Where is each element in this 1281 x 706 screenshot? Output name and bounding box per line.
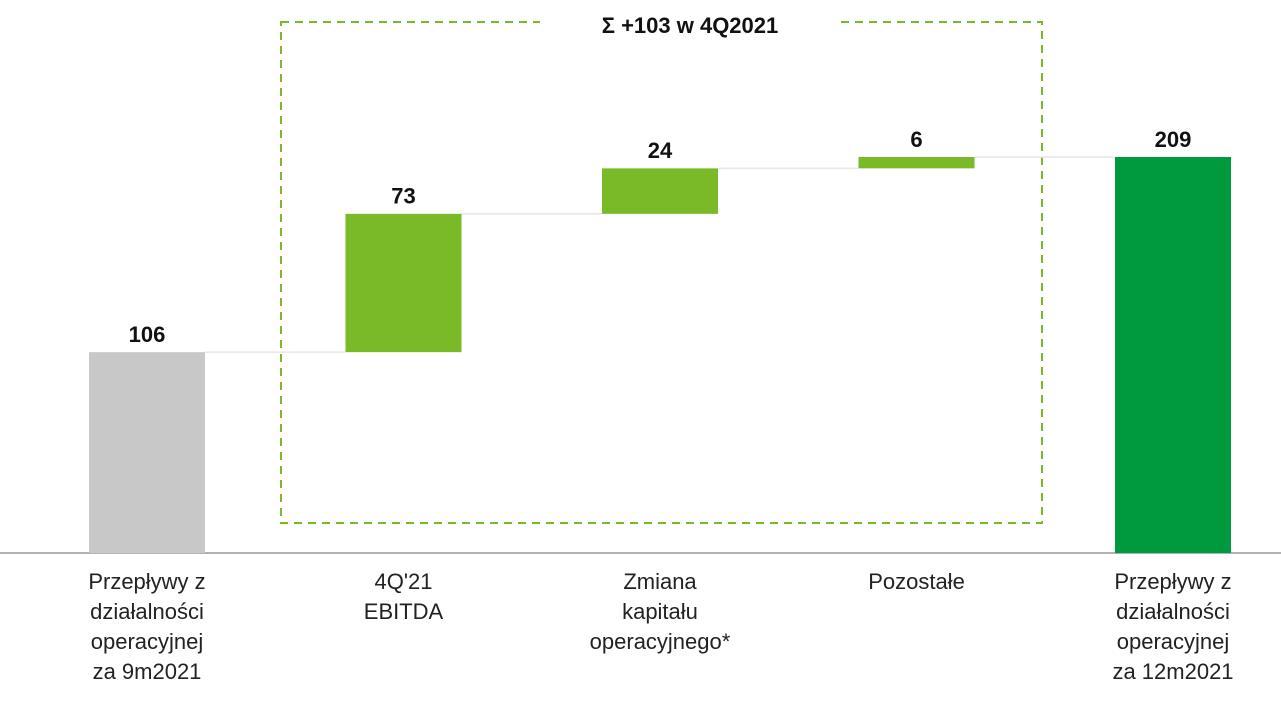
annotation: Σ +103 w 4Q2021 [602,13,779,38]
category-label: Zmiana kapitału operacyjnego* [589,569,731,654]
bar [602,168,718,214]
bar [858,157,975,169]
value-label: 24 [648,138,673,163]
category-label: 4Q'21 EBITDA [363,569,444,624]
value-label: 6 [910,127,922,152]
bar [1115,157,1231,553]
bar [345,213,462,353]
category-label: Pozostałe [868,569,965,594]
category-label: Przepływy z działalności operacyjnej za … [1112,569,1234,684]
annotation-bg [540,10,840,40]
bar [89,352,205,553]
category-label: Przepływy z działalności operacyjnej za … [88,569,206,684]
value-label: 209 [1155,127,1192,152]
value-label: 106 [129,322,166,347]
value-label: 73 [391,184,415,209]
